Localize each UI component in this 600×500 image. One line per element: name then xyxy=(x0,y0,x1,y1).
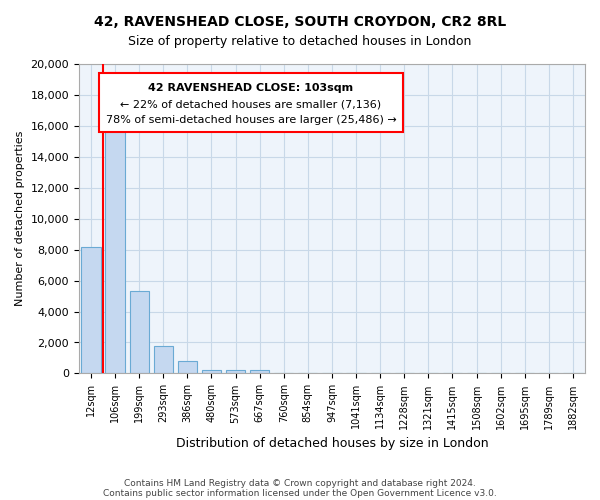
Bar xyxy=(130,292,149,374)
Bar xyxy=(226,370,245,374)
Bar xyxy=(178,361,197,374)
Bar xyxy=(202,370,221,374)
Text: Contains public sector information licensed under the Open Government Licence v3: Contains public sector information licen… xyxy=(103,488,497,498)
X-axis label: Distribution of detached houses by size in London: Distribution of detached houses by size … xyxy=(176,437,488,450)
Y-axis label: Number of detached properties: Number of detached properties xyxy=(15,131,25,306)
FancyBboxPatch shape xyxy=(99,74,403,132)
Text: 78% of semi-detached houses are larger (25,486) →: 78% of semi-detached houses are larger (… xyxy=(106,115,397,125)
Text: ← 22% of detached houses are smaller (7,136): ← 22% of detached houses are smaller (7,… xyxy=(121,100,382,110)
Bar xyxy=(82,246,101,374)
Text: Size of property relative to detached houses in London: Size of property relative to detached ho… xyxy=(128,35,472,48)
Bar xyxy=(106,118,125,374)
Text: Contains HM Land Registry data © Crown copyright and database right 2024.: Contains HM Land Registry data © Crown c… xyxy=(124,478,476,488)
Text: 42, RAVENSHEAD CLOSE, SOUTH CROYDON, CR2 8RL: 42, RAVENSHEAD CLOSE, SOUTH CROYDON, CR2… xyxy=(94,15,506,29)
Text: 42 RAVENSHEAD CLOSE: 103sqm: 42 RAVENSHEAD CLOSE: 103sqm xyxy=(148,82,353,92)
Bar xyxy=(250,370,269,374)
Bar xyxy=(154,346,173,374)
